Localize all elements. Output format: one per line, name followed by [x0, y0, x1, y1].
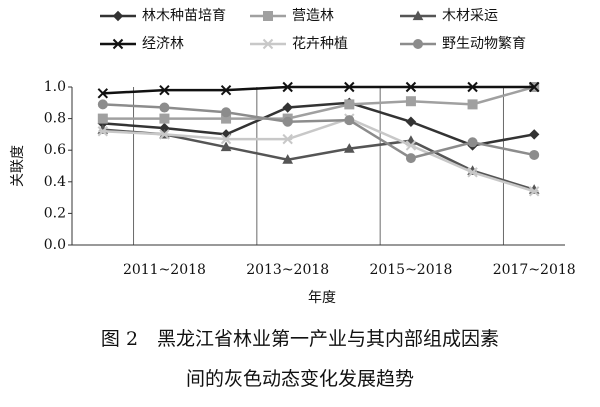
legend-item: 营造林 — [250, 8, 334, 24]
y-axis-label: 关联度 — [10, 145, 26, 187]
legend-label: 林木种苗培育 — [142, 8, 226, 24]
marker — [112, 38, 124, 50]
marker — [467, 167, 478, 178]
marker — [159, 129, 170, 140]
marker — [97, 126, 109, 137]
x-axis-label: 年度 — [308, 290, 336, 306]
marker — [220, 84, 232, 96]
marker — [159, 84, 170, 96]
marker — [528, 129, 540, 140]
caption: 间的灰色动态变化发展趋势 — [186, 368, 414, 390]
series-line — [102, 103, 535, 160]
marker — [159, 113, 170, 124]
marker — [282, 81, 293, 93]
marker — [97, 113, 108, 124]
marker — [220, 133, 232, 145]
series-line — [102, 85, 535, 120]
legend-label: 营造林 — [292, 8, 334, 24]
marker — [528, 81, 540, 93]
legend-label: 花卉种植 — [292, 36, 348, 52]
marker — [221, 107, 232, 118]
marker — [262, 38, 274, 50]
legend-item: 木材采运 — [400, 8, 498, 24]
legend-label: 经济林 — [142, 36, 184, 52]
legend-label: 野生动物繁育 — [442, 36, 526, 52]
marker — [112, 10, 124, 22]
marker — [405, 140, 417, 151]
marker — [97, 88, 109, 99]
y-tick-label: 0.2 — [44, 205, 66, 221]
marker — [282, 102, 293, 113]
marker — [263, 11, 273, 21]
marker — [344, 99, 355, 110]
marker — [282, 154, 294, 164]
x-tick-label: 2015~2018 — [369, 262, 452, 278]
series-line — [102, 101, 535, 147]
series-line — [102, 128, 535, 191]
marker — [412, 10, 424, 21]
caption: 图 2 黑龙江省林业第一产业与其内部组成因素 — [101, 328, 499, 350]
marker — [529, 149, 540, 160]
y-tick-label: 0.8 — [44, 111, 66, 127]
marker — [344, 81, 355, 93]
marker — [343, 143, 355, 153]
marker — [405, 153, 416, 164]
y-tick-label: 1.0 — [44, 79, 66, 95]
marker — [467, 137, 478, 148]
series-line — [102, 85, 535, 95]
marker — [467, 81, 478, 93]
x-tick-label: 2017~2018 — [493, 262, 576, 278]
marker — [528, 186, 540, 197]
marker — [405, 81, 417, 93]
legend-label: 木材采运 — [442, 8, 498, 24]
legend-item: 林木种苗培育 — [100, 8, 226, 24]
y-tick-label: 0.6 — [44, 142, 66, 158]
y-tick-label: 0.4 — [44, 174, 66, 190]
marker — [220, 141, 232, 152]
marker — [344, 115, 355, 126]
marker — [405, 116, 417, 127]
marker — [282, 116, 293, 127]
series-line — [102, 117, 535, 193]
y-tick-label: 0.0 — [44, 237, 66, 253]
marker — [159, 102, 170, 113]
marker — [97, 99, 108, 110]
legend-item: 花卉种植 — [250, 36, 348, 52]
marker — [220, 129, 232, 140]
marker — [405, 96, 416, 107]
marker — [467, 99, 478, 110]
marker — [282, 133, 293, 145]
marker — [413, 39, 423, 49]
x-tick-label: 2013~2018 — [246, 262, 329, 278]
x-tick-label: 2011~2018 — [123, 262, 206, 278]
legend-item: 野生动物繁育 — [400, 36, 526, 52]
legend-item: 经济林 — [100, 36, 184, 52]
